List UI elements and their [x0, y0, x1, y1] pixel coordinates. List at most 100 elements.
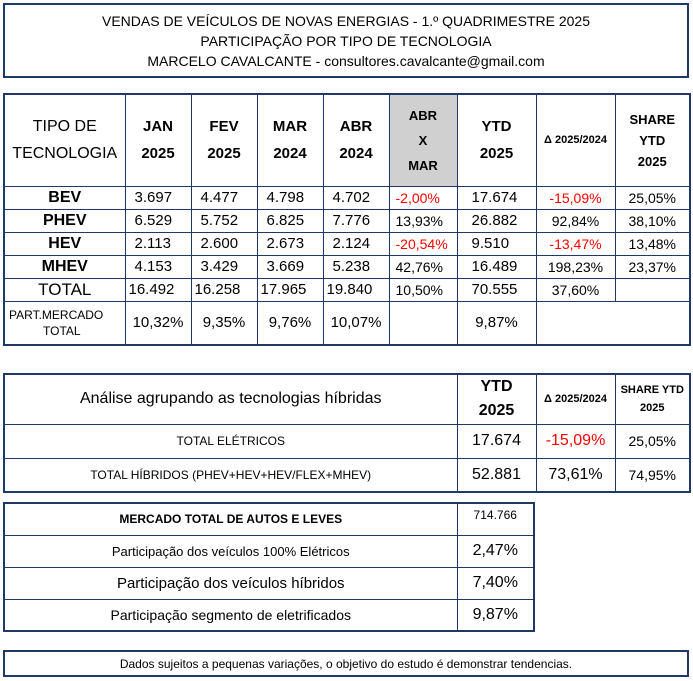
cell-ytd: 17.674	[456, 185, 537, 210]
cell-jan: 3.697	[124, 185, 192, 210]
header-delta: Δ 2025/2024	[535, 93, 616, 187]
table-row-total: TOTAL 16.492 16.258 17.965 19.840 10,50%…	[3, 277, 691, 302]
cell-jan: 2.113	[124, 231, 192, 256]
header-fev: FEV 2025	[190, 93, 258, 187]
table-row-bev: BEV 3.697 4.477 4.798 4.702 -2,00% 17.67…	[3, 185, 691, 210]
row-label: TOTAL	[3, 277, 126, 302]
report-header: VENDAS DE VEÍCULOS DE NOVAS ENERGIAS - 1…	[3, 3, 689, 78]
cell-share: 38,10%	[614, 208, 691, 233]
cell-empty	[388, 300, 458, 346]
grouped-analysis-table: Análise agrupando as tecnologias híbrida…	[3, 373, 691, 493]
cell-delta: -15,09%	[535, 185, 616, 210]
row-label: BEV	[3, 185, 126, 210]
cell-abr: 10,07%	[322, 300, 390, 346]
cell-jan: 6.529	[124, 208, 192, 233]
header-mar: MAR 2024	[256, 93, 324, 187]
cell-fev: 9,35%	[190, 300, 258, 346]
cell-abr: 4.702	[322, 185, 390, 210]
header-abr-x-mar: ABR X MAR	[388, 93, 458, 187]
report-subtitle: PARTICIPAÇÃO POR TIPO DE TECNOLOGIA	[200, 33, 492, 49]
cell-mar: 3.669	[256, 254, 324, 279]
grouped-header-delta: Δ 2025/2024	[535, 373, 616, 425]
cell-jan: 16.492	[124, 277, 192, 302]
cell-mar: 4.798	[256, 185, 324, 210]
cell-delta: 92,84%	[535, 208, 616, 233]
cell-delta: -13,47%	[535, 231, 616, 256]
cell-abr-x-mar: 42,76%	[388, 254, 458, 279]
grouped-row-eletricos: TOTAL ELÉTRICOS 17.674 -15,09% 25,05%	[3, 423, 691, 459]
cell-share: 25,05%	[614, 185, 691, 210]
cell-share: 25,05%	[614, 423, 691, 459]
cell-ytd: 26.882	[456, 208, 537, 233]
cell-delta: 73,61%	[535, 457, 616, 493]
cell-abr-x-mar: -2,00%	[388, 185, 458, 210]
market-row-eletricos: Participação dos veículos 100% Elétricos…	[3, 534, 535, 568]
table-row-part-mercado: PART.MERCADO TOTAL 10,32% 9,35% 9,76% 10,…	[3, 300, 691, 346]
cell-value: 9,87%	[456, 598, 535, 632]
market-total-table: MERCADO TOTAL DE AUTOS E LEVES 714.766 P…	[3, 502, 535, 632]
cell-ytd: 52.881	[456, 457, 537, 493]
cell-value: 7,40%	[456, 566, 535, 600]
cell-abr-x-mar: 10,50%	[388, 277, 458, 302]
cell-delta: -15,09%	[535, 423, 616, 459]
row-label: PART.MERCADO TOTAL	[3, 300, 126, 346]
cell-mar: 9,76%	[256, 300, 324, 346]
cell-ytd: 70.555	[456, 277, 537, 302]
cell-share: 13,48%	[614, 231, 691, 256]
cell-abr-x-mar: 13,93%	[388, 208, 458, 233]
cell-empty	[535, 300, 691, 346]
grouped-header-ytd: YTD 2025	[456, 373, 537, 425]
cell-abr: 19.840	[322, 277, 390, 302]
cell-fev: 5.752	[190, 208, 258, 233]
row-label: TOTAL ELÉTRICOS	[3, 423, 458, 459]
header-jan: JAN 2025	[124, 93, 192, 187]
row-label: Participação dos veículos 100% Elétricos	[3, 534, 458, 568]
row-label: MERCADO TOTAL DE AUTOS E LEVES	[3, 502, 458, 536]
cell-abr-x-mar: -20,54%	[388, 231, 458, 256]
grouped-header-row: Análise agrupando as tecnologias híbrida…	[3, 373, 691, 425]
table-row-mhev: MHEV 4.153 3.429 3.669 5.238 42,76% 16.4…	[3, 254, 691, 279]
cell-ytd: 9,87%	[456, 300, 537, 346]
grouped-row-hibridos: TOTAL HÍBRIDOS (PHEV+HEV+HEV/FLEX+MHEV) …	[3, 457, 691, 493]
row-label: Participação dos veículos híbridos	[3, 566, 458, 600]
cell-fev: 2.600	[190, 231, 258, 256]
cell-value: 714.766	[456, 502, 535, 536]
cell-abr: 7.776	[322, 208, 390, 233]
row-label: Participação segmento de eletrificados	[3, 598, 458, 632]
footer-note: Dados sujeitos a pequenas variações, o o…	[3, 650, 689, 677]
cell-share: 23,37%	[614, 254, 691, 279]
cell-abr: 2.124	[322, 231, 390, 256]
cell-ytd: 9.510	[456, 231, 537, 256]
report-author: MARCELO CAVALCANTE - consultores.cavalca…	[147, 53, 545, 69]
cell-fev: 4.477	[190, 185, 258, 210]
row-label: MHEV	[3, 254, 126, 279]
technology-table: TIPO DE TECNOLOGIA JAN 2025 FEV 2025 MAR 202…	[3, 93, 691, 346]
cell-share: 74,95%	[614, 457, 691, 493]
header-share: SHARE YTD 2025	[614, 93, 691, 187]
row-label: PHEV	[3, 208, 126, 233]
cell-abr: 5.238	[322, 254, 390, 279]
cell-mar: 17.965	[256, 277, 324, 302]
table-row-phev: PHEV 6.529 5.752 6.825 7.776 13,93% 26.8…	[3, 208, 691, 233]
table-row-hev: HEV 2.113 2.600 2.673 2.124 -20,54% 9.51…	[3, 231, 691, 256]
report-title: VENDAS DE VEÍCULOS DE NOVAS ENERGIAS - 1…	[102, 13, 590, 29]
table-header-row: TIPO DE TECNOLOGIA JAN 2025 FEV 2025 MAR 202…	[3, 93, 691, 187]
row-label: HEV	[3, 231, 126, 256]
cell-ytd: 16.489	[456, 254, 537, 279]
header-ytd: YTD 2025	[456, 93, 537, 187]
cell-jan: 4.153	[124, 254, 192, 279]
cell-jan: 10,32%	[124, 300, 192, 346]
market-row-total: MERCADO TOTAL DE AUTOS E LEVES 714.766	[3, 502, 535, 536]
grouped-title: Análise agrupando as tecnologias híbrida…	[3, 373, 458, 425]
market-row-hibridos: Participação dos veículos híbridos 7,40%	[3, 566, 535, 600]
market-row-eletrificados: Participação segmento de eletrificados 9…	[3, 598, 535, 632]
cell-mar: 6.825	[256, 208, 324, 233]
cell-fev: 3.429	[190, 254, 258, 279]
cell-ytd: 17.674	[456, 423, 537, 459]
grouped-header-share: SHARE YTD 2025	[614, 373, 691, 425]
cell-share-empty	[614, 277, 691, 302]
cell-value: 2,47%	[456, 534, 535, 568]
cell-delta: 198,23%	[535, 254, 616, 279]
cell-delta: 37,60%	[535, 277, 616, 302]
header-abr: ABR 2024	[322, 93, 390, 187]
